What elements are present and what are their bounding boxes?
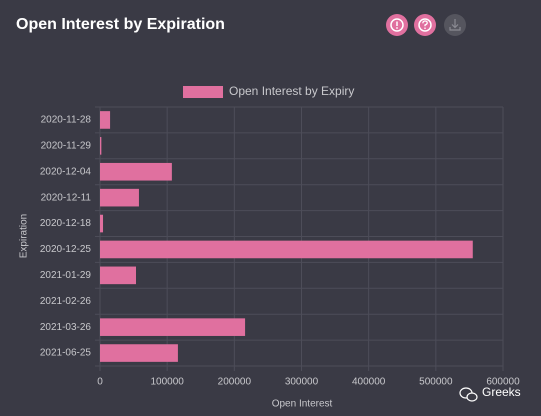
bar xyxy=(100,266,137,285)
bar xyxy=(100,111,111,129)
y-tick-label: 2020-11-28 xyxy=(41,115,92,126)
help-icon-mark xyxy=(422,20,428,27)
bar xyxy=(100,162,172,181)
y-tick-label: 2021-06-25 xyxy=(40,348,92,359)
x-axis-title: Open Interest xyxy=(272,399,333,410)
bar xyxy=(100,344,178,362)
bar xyxy=(100,240,473,259)
y-axis-title: Expiration xyxy=(19,214,30,258)
help-icon-ring xyxy=(418,18,432,32)
info-icon-dot xyxy=(396,27,398,29)
watermark: Greeks xyxy=(459,385,521,402)
help-icon-dot xyxy=(424,27,426,30)
y-tick-label: 2021-03-26 xyxy=(40,322,92,333)
bar xyxy=(100,137,102,155)
x-tick-label: 100000 xyxy=(150,377,184,388)
y-tick-label: 2020-12-11 xyxy=(41,192,92,203)
help-button[interactable] xyxy=(414,14,436,36)
download-button[interactable] xyxy=(444,14,466,36)
bar xyxy=(100,214,104,233)
bar xyxy=(100,188,139,207)
y-tick-label: 2020-12-18 xyxy=(40,218,92,229)
info-button[interactable] xyxy=(386,14,408,36)
x-tick-label: 400000 xyxy=(352,377,386,388)
chart-title: Open Interest by Expiration xyxy=(16,16,225,33)
x-tick-label: 600000 xyxy=(486,377,520,388)
y-tick-label: 2020-12-04 xyxy=(40,166,92,177)
x-tick-label: 300000 xyxy=(285,377,319,388)
x-tick-label: 0 xyxy=(97,377,103,388)
watermark-icon-2 xyxy=(466,392,478,402)
y-tick-label: 2021-01-29 xyxy=(40,270,92,281)
download-icon-arrow xyxy=(449,19,461,31)
info-icon-ring xyxy=(390,18,404,32)
y-tick-label: 2021-02-26 xyxy=(40,296,92,307)
y-tick-label: 2020-12-25 xyxy=(40,244,92,255)
legend-swatch xyxy=(183,86,223,98)
x-tick-label: 200000 xyxy=(218,377,252,388)
bar xyxy=(100,318,246,336)
x-tick-label: 500000 xyxy=(419,377,453,388)
watermark-text: Greeks xyxy=(482,385,521,399)
y-tick-label: 2020-11-29 xyxy=(41,140,92,151)
legend-label: Open Interest by Expiry xyxy=(229,84,354,98)
